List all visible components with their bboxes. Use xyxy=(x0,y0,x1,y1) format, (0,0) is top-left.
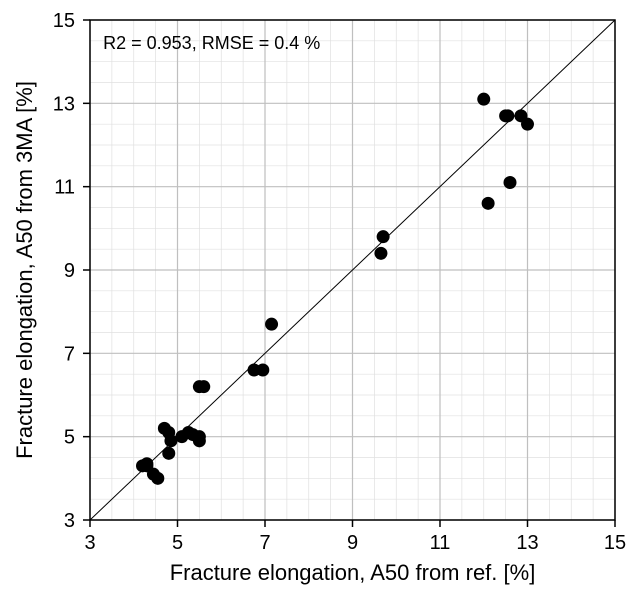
x-tick-label: 9 xyxy=(347,532,358,554)
y-tick-label: 15 xyxy=(53,10,75,32)
data-point xyxy=(477,93,490,106)
data-point xyxy=(265,318,278,331)
data-point xyxy=(193,434,206,447)
data-point xyxy=(162,447,175,460)
data-point xyxy=(256,364,269,377)
data-point xyxy=(482,197,495,210)
y-tick-label: 3 xyxy=(64,510,75,532)
data-point xyxy=(197,380,210,393)
x-tick-label: 5 xyxy=(172,532,183,554)
data-point xyxy=(501,109,514,122)
data-point xyxy=(377,230,390,243)
data-point xyxy=(374,247,387,260)
y-axis-label: Fracture elongation, A50 from 3MA [%] xyxy=(12,81,37,459)
chart-svg: 3 5 7 9 11 13 15 3 5 7 9 11 13 15 Fracture elongation,… xyxy=(0,0,642,615)
y-tick-label: 5 xyxy=(64,427,75,449)
x-tick-label: 13 xyxy=(516,532,538,554)
x-axis-label: Fracture elongation, A50 from ref. [%] xyxy=(170,560,536,585)
y-tick-label: 11 xyxy=(54,177,75,199)
y-tick-label: 13 xyxy=(53,93,75,115)
y-tick-label: 9 xyxy=(64,260,75,282)
x-tick-label: 7 xyxy=(259,532,270,554)
scatter-chart: 3 5 7 9 11 13 15 3 5 7 9 11 13 15 Fracture elongation,… xyxy=(0,0,642,615)
x-tick-label: 11 xyxy=(430,532,451,554)
stats-annotation: R2 = 0.953, RMSE = 0.4 % xyxy=(103,33,320,53)
data-point xyxy=(521,118,534,131)
x-tick-label: 3 xyxy=(84,532,95,554)
data-point xyxy=(504,176,517,189)
data-point xyxy=(151,472,164,485)
x-tick-label: 15 xyxy=(604,532,626,554)
y-tick-label: 7 xyxy=(64,343,75,365)
